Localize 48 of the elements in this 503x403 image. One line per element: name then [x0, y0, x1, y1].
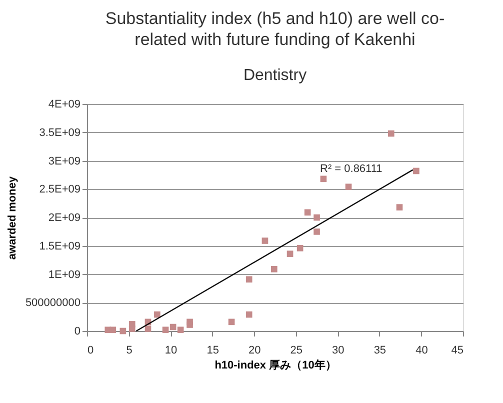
- point: [228, 318, 235, 326]
- x-tick-label: 10: [164, 344, 178, 356]
- x-tick-label: 5: [126, 344, 132, 356]
- point: [246, 276, 252, 283]
- point: [128, 326, 136, 332]
- point: [396, 204, 403, 210]
- point: [314, 214, 320, 221]
- point: [262, 238, 268, 244]
- point: [314, 228, 320, 235]
- point: [162, 326, 169, 334]
- annotation: R² = 0.86111: [320, 163, 382, 175]
- y-tick-label: 4E+09: [48, 98, 80, 110]
- y-tick-label: 1.5E+09: [39, 240, 80, 252]
- point: [154, 311, 160, 318]
- point: [246, 311, 252, 318]
- y-tick-label: 500000000: [25, 297, 80, 310]
- point: [413, 168, 420, 174]
- x-axis-title: h10-index 厚み（10年）: [214, 358, 336, 372]
- y-tick-label: 2E+09: [48, 212, 80, 224]
- point: [345, 184, 352, 190]
- x-tick-label: 45: [451, 344, 464, 356]
- y-tick-label: 3E+09: [48, 155, 80, 168]
- y-tick-label: 1E+09: [48, 268, 80, 281]
- y-axis-title: awarded money: [6, 176, 18, 260]
- x-tick-label: 25: [290, 344, 303, 356]
- point: [296, 244, 304, 252]
- point: [110, 326, 116, 334]
- point: [271, 266, 278, 272]
- point: [177, 326, 184, 334]
- point: [388, 130, 394, 137]
- x-tick-label: 20: [248, 344, 261, 356]
- chart-subtitle: Dentistry: [243, 67, 307, 84]
- y-tick-label: 3.5E+09: [39, 126, 80, 139]
- x-tick-label: 15: [206, 344, 219, 356]
- point: [186, 322, 193, 328]
- point: [120, 328, 126, 334]
- x-tick-label: 30: [332, 344, 344, 356]
- y-tick-label: 0: [74, 326, 80, 338]
- y-tick-label: 2.5E+09: [39, 184, 80, 196]
- point: [170, 324, 176, 330]
- x-tick-label: 35: [374, 344, 386, 356]
- point: [320, 176, 327, 182]
- chart-title: Substantiality index (h5 and h10) are well co-related with future funding of Kakenhi: [105, 9, 445, 49]
- x-tick-label: 40: [416, 344, 428, 356]
- x-tick-label: 0: [88, 344, 94, 356]
- point: [304, 209, 311, 216]
- point: [286, 250, 294, 257]
- point: [144, 326, 152, 332]
